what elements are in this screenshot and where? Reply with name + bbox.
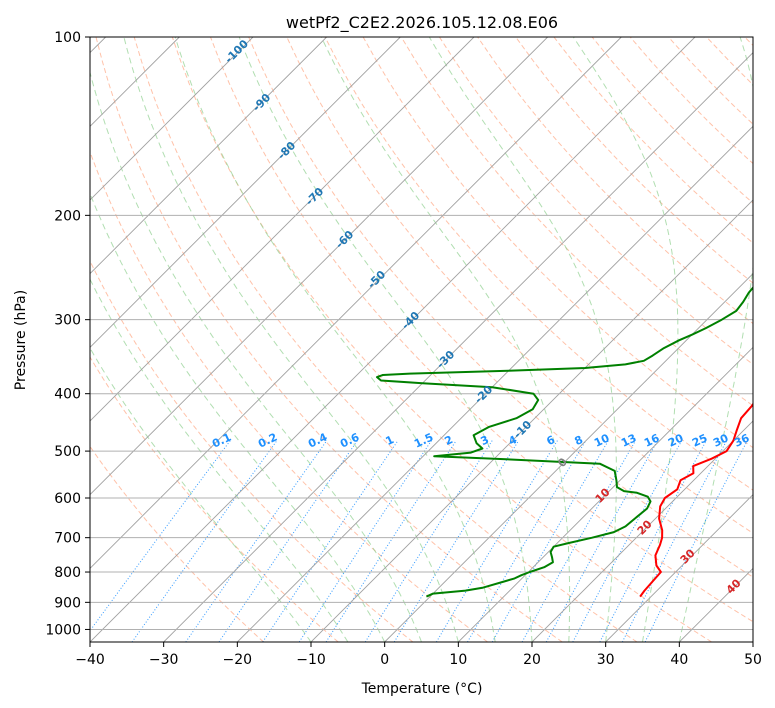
- isotherm-line: [90, 37, 475, 422]
- moist-adiabat: [90, 278, 349, 642]
- mixing-ratio-label: 16: [642, 431, 662, 449]
- moist-adiabat: [572, 37, 679, 642]
- mixing-ratio-label: 20: [666, 431, 686, 449]
- mixing-ratio-line: [90, 440, 231, 632]
- mixing-ratio-label: 30: [711, 431, 731, 449]
- y-tick-label: 500: [54, 444, 81, 460]
- isotherm-line: [90, 37, 401, 348]
- x-tick-label: 40: [670, 652, 688, 668]
- isotherm-line: [90, 37, 327, 275]
- dry-adiabat: [515, 37, 753, 284]
- dry-adiabat: [171, 37, 712, 642]
- dry-adiabat: [248, 37, 753, 578]
- mixing-ratio-line: [435, 440, 558, 642]
- grid-lines: [90, 37, 753, 642]
- x-axis-title: Temperature (°C): [361, 681, 483, 697]
- mixing-ratio-label: 10: [592, 431, 612, 449]
- isotherm-line: [458, 346, 753, 642]
- x-tick-label: −30: [149, 652, 179, 668]
- y-tick-label: 400: [54, 387, 81, 403]
- dry-adiabat: [324, 37, 753, 491]
- isotherm-line: [90, 37, 254, 201]
- mixing-ratio-line: [572, 440, 683, 642]
- isotherm-line: [163, 52, 753, 642]
- y-tick-label: 800: [54, 565, 81, 581]
- plot-frame: [89, 36, 754, 643]
- moist-adiabat: [90, 70, 422, 642]
- temperature-line: [639, 402, 753, 598]
- dry-adiabat: [133, 37, 638, 642]
- moist-adiabat: [174, 37, 496, 642]
- x-tick-label: −10: [296, 652, 326, 668]
- x-tick-label: 10: [449, 652, 467, 668]
- dry-adiabat: [90, 150, 488, 642]
- isotherm-line: [237, 125, 753, 642]
- chart-title: wetPf2_C2E2.2026.105.12.08.E06: [286, 13, 558, 33]
- dry-adiabat: [90, 356, 339, 642]
- mixing-ratio-label: 25: [690, 431, 709, 449]
- mixing-ratio-line: [262, 440, 399, 642]
- mixing-ratio-line: [644, 440, 748, 642]
- moist-adiabat: [90, 192, 386, 642]
- y-axis-title: Pressure (hPa): [13, 290, 29, 390]
- y-tick-label: 1000: [45, 622, 81, 638]
- mixing-ratio-line: [185, 440, 328, 642]
- dry-adiabat: [95, 37, 563, 642]
- mixing-ratio-line: [621, 440, 728, 642]
- isotherm-line: [605, 494, 753, 642]
- moist-adiabat: [678, 37, 753, 642]
- isotherm-line: [90, 37, 696, 642]
- y-tick-label: 600: [54, 491, 81, 507]
- mixing-ratio-line: [521, 440, 637, 642]
- isotherm-line: [384, 273, 753, 642]
- mixing-ratio-line: [545, 440, 659, 642]
- x-axis-ticks: −40 −30 −20 −10 0 10 20 30 40 50: [75, 642, 762, 668]
- dry-adiabat: [438, 37, 753, 366]
- isotherm-line: [310, 199, 753, 642]
- dry-adiabat: [210, 37, 753, 623]
- dry-adiabat: [90, 445, 264, 642]
- isotherm-line: [90, 37, 622, 569]
- moist-adiabat: [123, 37, 459, 642]
- isotherm-line: [90, 37, 548, 496]
- y-tick-label: 200: [54, 208, 81, 224]
- x-tick-label: 0: [380, 652, 389, 668]
- data-series: [376, 286, 753, 598]
- mixing-ratio-line: [599, 440, 707, 642]
- x-tick-label: −40: [75, 652, 105, 668]
- moist-adiabat: [238, 37, 533, 642]
- y-tick-label: 300: [54, 313, 81, 329]
- y-tick-label: 100: [54, 30, 81, 46]
- y-tick-label: 900: [54, 595, 81, 611]
- mixing-ratio-label: 13: [619, 431, 638, 449]
- dry-adiabat: [400, 37, 753, 407]
- mixing-ratio-label: 36: [732, 431, 752, 449]
- y-axis-ticks: 100 200 300 400 500 600 700 800 900 1000: [45, 30, 90, 638]
- x-tick-label: 30: [597, 652, 615, 668]
- mixing-ratio-line: [325, 440, 457, 642]
- mixing-ratio-line: [491, 440, 609, 642]
- x-tick-label: −20: [223, 652, 253, 668]
- isotherm-line: [531, 420, 753, 642]
- x-tick-label: 20: [523, 652, 541, 668]
- y-tick-label: 700: [54, 531, 81, 547]
- dewpoint-line: [376, 286, 753, 598]
- x-tick-label: 50: [744, 652, 762, 668]
- moist-adiabat: [320, 37, 571, 642]
